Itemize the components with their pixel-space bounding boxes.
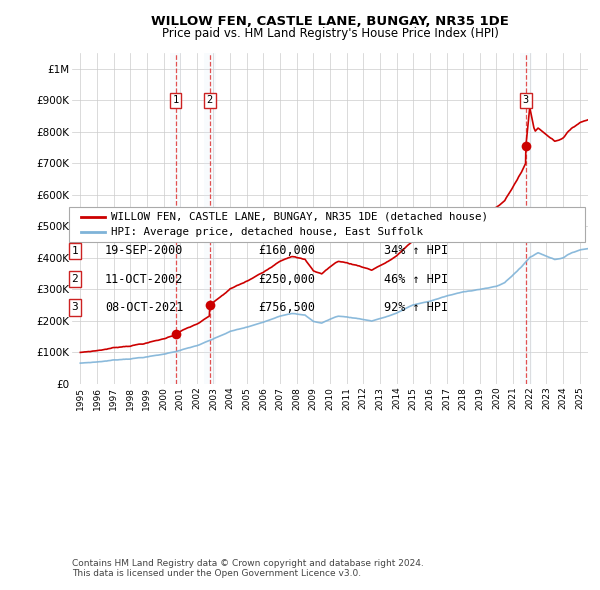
Bar xyxy=(170,53,181,384)
Text: WILLOW FEN, CASTLE LANE, BUNGAY, NR35 1DE: WILLOW FEN, CASTLE LANE, BUNGAY, NR35 1D… xyxy=(151,15,509,28)
Text: This data is licensed under the Open Government Licence v3.0.: This data is licensed under the Open Gov… xyxy=(72,569,361,578)
Text: HPI: Average price, detached house, East Suffolk: HPI: Average price, detached house, East… xyxy=(111,227,423,237)
Text: 1: 1 xyxy=(172,96,179,106)
Text: 11-OCT-2002: 11-OCT-2002 xyxy=(105,273,184,286)
Text: Contains HM Land Registry data © Crown copyright and database right 2024.: Contains HM Land Registry data © Crown c… xyxy=(72,559,424,568)
Text: 2: 2 xyxy=(71,274,79,284)
Bar xyxy=(204,53,215,384)
Text: 3: 3 xyxy=(71,303,79,312)
Text: £250,000: £250,000 xyxy=(258,273,315,286)
Text: £756,500: £756,500 xyxy=(258,301,315,314)
Text: 1: 1 xyxy=(71,246,79,255)
Text: 34% ↑ HPI: 34% ↑ HPI xyxy=(384,244,448,257)
Text: 2: 2 xyxy=(206,96,213,106)
Bar xyxy=(520,53,532,384)
Text: 92% ↑ HPI: 92% ↑ HPI xyxy=(384,301,448,314)
Text: 19-SEP-2000: 19-SEP-2000 xyxy=(105,244,184,257)
Text: £160,000: £160,000 xyxy=(258,244,315,257)
Text: Price paid vs. HM Land Registry's House Price Index (HPI): Price paid vs. HM Land Registry's House … xyxy=(161,27,499,40)
Text: WILLOW FEN, CASTLE LANE, BUNGAY, NR35 1DE (detached house): WILLOW FEN, CASTLE LANE, BUNGAY, NR35 1D… xyxy=(111,212,488,221)
Text: 3: 3 xyxy=(523,96,529,106)
Text: 08-OCT-2021: 08-OCT-2021 xyxy=(105,301,184,314)
Text: 46% ↑ HPI: 46% ↑ HPI xyxy=(384,273,448,286)
